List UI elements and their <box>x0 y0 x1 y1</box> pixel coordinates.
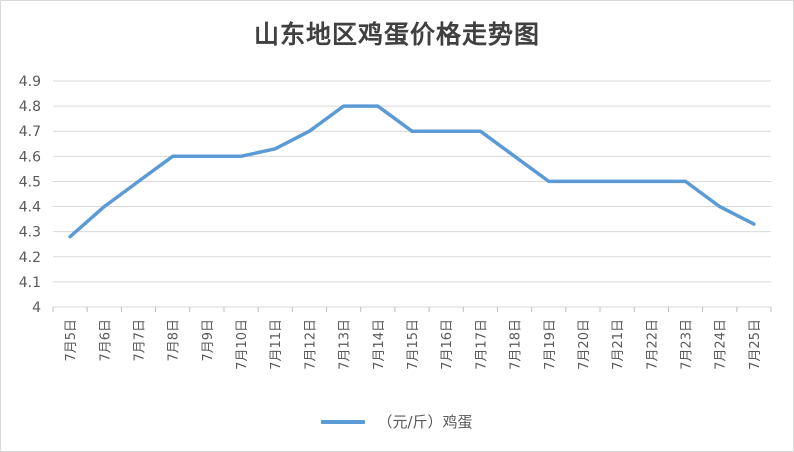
y-tick-label: 4.3 <box>19 225 41 241</box>
y-tick-label: 4 <box>32 300 41 316</box>
series-line <box>68 104 756 239</box>
legend-swatch <box>321 419 366 424</box>
y-tick-label: 4.8 <box>19 99 41 115</box>
legend-label: （元/斤）鸡蛋 <box>377 413 473 431</box>
legend: （元/斤）鸡蛋 <box>1 411 793 432</box>
x-tick-label: 7月19日 <box>543 319 558 370</box>
x-tick-label: 7月5日 <box>64 319 79 362</box>
x-tick-label: 7月18日 <box>509 319 524 370</box>
x-tick-label: 7月21日 <box>611 319 626 370</box>
x-tick-label: 7月24日 <box>714 319 729 370</box>
x-tick-label: 7月15日 <box>406 319 421 370</box>
x-tick-label: 7月12日 <box>303 319 318 370</box>
x-tick-label: 7月10日 <box>235 319 250 370</box>
x-tick-label: 7月25日 <box>748 319 763 370</box>
x-tick-label: 7月11日 <box>269 319 284 370</box>
x-tick-label: 7月7日 <box>132 319 147 362</box>
x-tick-label: 7月8日 <box>167 319 182 362</box>
x-tick-label: 7月20日 <box>577 319 592 370</box>
y-tick-label: 4.5 <box>19 174 41 190</box>
y-tick-label: 4.4 <box>19 200 41 216</box>
x-tick-label: 7月14日 <box>372 319 387 370</box>
x-tick-label: 7月16日 <box>440 319 455 370</box>
x-tick-label: 7月13日 <box>338 319 353 370</box>
x-tick-label: 7月22日 <box>645 319 660 370</box>
x-tick-label: 7月17日 <box>474 319 489 370</box>
y-tick-label: 4.6 <box>19 149 41 165</box>
y-tick-label: 4.1 <box>19 275 41 291</box>
y-tick-label: 4.7 <box>19 124 41 140</box>
x-tick-label: 7月9日 <box>201 319 216 362</box>
x-tick-label: 7月6日 <box>98 319 113 362</box>
y-tick-label: 4.2 <box>19 250 41 266</box>
chart-title: 山东地区鸡蛋价格走势图 <box>253 20 540 49</box>
y-tick-label: 4.9 <box>19 74 41 90</box>
x-tick-label: 7月23日 <box>680 319 695 370</box>
